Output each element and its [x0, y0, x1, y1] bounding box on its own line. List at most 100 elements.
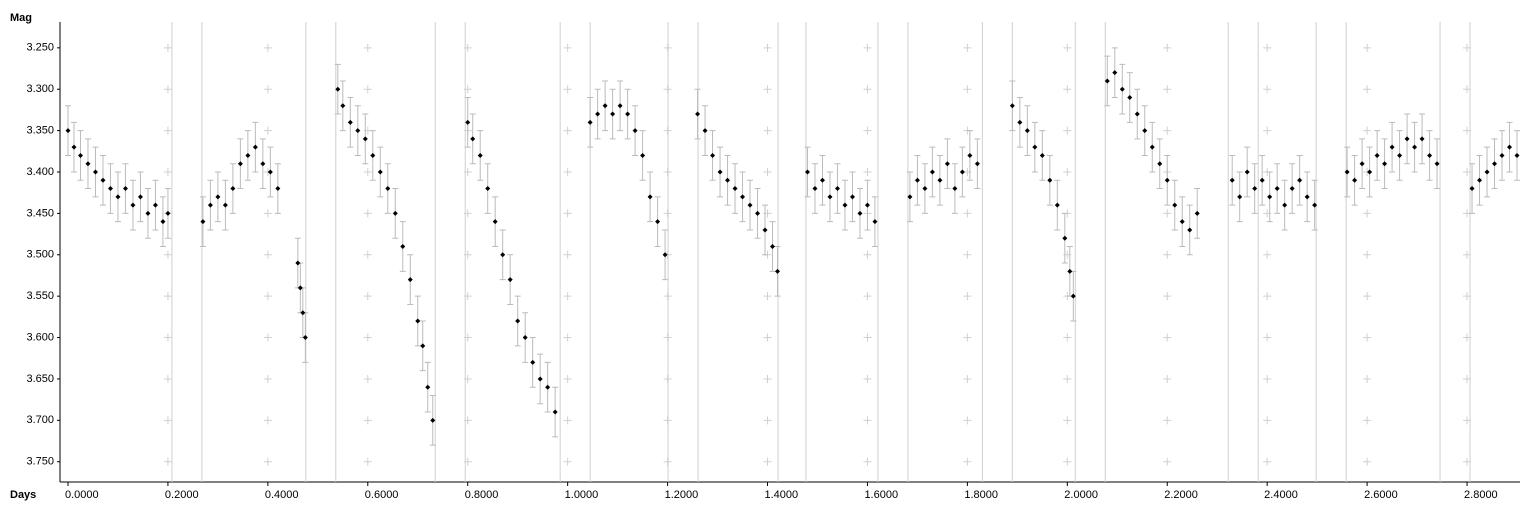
grid-cross — [863, 457, 872, 466]
data-point — [300, 310, 306, 316]
grid-cross — [1163, 250, 1172, 259]
grid-cross — [963, 250, 972, 259]
grid-cross — [663, 126, 672, 135]
data-point — [430, 417, 436, 423]
data-point — [662, 252, 668, 258]
data-point — [1274, 186, 1280, 192]
grid-cross — [863, 126, 872, 135]
data-point — [717, 169, 723, 175]
grid-cross — [263, 292, 272, 301]
data-point — [1039, 152, 1045, 158]
data-point — [1297, 177, 1303, 183]
grid-cross — [1363, 85, 1372, 94]
data-point — [755, 210, 761, 216]
data-point — [710, 152, 716, 158]
data-point — [1477, 177, 1483, 183]
data-point — [1404, 136, 1410, 142]
grid-cross — [463, 209, 472, 218]
data-point — [152, 202, 158, 208]
x-tick-label: 0.8000 — [465, 489, 499, 501]
grid-cross — [1263, 85, 1272, 94]
data-point — [1359, 161, 1365, 167]
grid-cross — [163, 43, 172, 52]
data-point — [335, 86, 341, 92]
data-point — [640, 152, 646, 158]
data-point — [1229, 177, 1235, 183]
grid-cross — [563, 333, 572, 342]
data-point — [415, 318, 421, 324]
y-axis-title: Mag — [10, 12, 32, 24]
grid-cross — [563, 416, 572, 425]
grid-cross — [463, 333, 472, 342]
grid-cross — [763, 126, 772, 135]
x-tick-label: 0.4000 — [265, 489, 299, 501]
data-point — [647, 194, 653, 200]
data-point — [407, 277, 413, 283]
data-point — [65, 128, 71, 134]
y-tick-label: 3.650 — [26, 373, 54, 385]
data-point — [230, 186, 236, 192]
grid-cross — [263, 209, 272, 218]
x-tick-label: 2.8000 — [1464, 489, 1498, 501]
data-point — [819, 177, 825, 183]
data-point — [1507, 144, 1513, 150]
data-point — [827, 194, 833, 200]
grid-cross — [963, 333, 972, 342]
data-point — [215, 194, 221, 200]
grid-cross — [863, 250, 872, 259]
grid-cross — [263, 333, 272, 342]
data-point — [302, 335, 308, 341]
data-point — [465, 119, 471, 125]
data-point — [1149, 144, 1155, 150]
grid-cross — [763, 292, 772, 301]
grid-cross — [1363, 209, 1372, 218]
grid-cross — [1363, 250, 1372, 259]
grid-cross — [1463, 457, 1472, 466]
data-point — [1024, 128, 1030, 134]
y-tick-label: 3.550 — [26, 290, 54, 302]
data-point — [515, 318, 521, 324]
grid-cross — [363, 250, 372, 259]
grid-cross — [163, 416, 172, 425]
grid-cross — [1063, 374, 1072, 383]
y-tick-label: 3.500 — [26, 249, 54, 261]
grid-cross — [463, 168, 472, 176]
data-point — [812, 186, 818, 192]
grid-cross — [1263, 43, 1272, 52]
data-point — [1047, 177, 1053, 183]
grid-cross — [563, 43, 572, 52]
data-point — [587, 119, 593, 125]
grid-cross — [863, 416, 872, 425]
data-point — [1017, 119, 1023, 125]
grid-cross — [763, 416, 772, 425]
data-point — [842, 202, 848, 208]
grid-cross — [1063, 126, 1072, 135]
data-point — [937, 177, 943, 183]
data-point — [470, 136, 476, 142]
data-point — [834, 186, 840, 192]
x-tick-label: 1.8000 — [964, 489, 998, 501]
data-point — [537, 376, 543, 382]
grid-cross — [1163, 416, 1172, 425]
data-point — [1252, 186, 1258, 192]
grid-cross — [663, 374, 672, 383]
data-point — [297, 285, 303, 291]
grid-cross — [1063, 43, 1072, 52]
grid-cross — [1063, 416, 1072, 425]
grid-cross — [663, 333, 672, 342]
data-point — [100, 177, 106, 183]
grid-cross — [1263, 292, 1272, 301]
grid-cross — [563, 85, 572, 94]
data-point — [207, 202, 213, 208]
grid-cross — [1163, 209, 1172, 218]
data-point — [1382, 161, 1388, 167]
data-point — [200, 219, 206, 225]
grid-cross — [463, 292, 472, 301]
grid-cross — [163, 85, 172, 94]
data-point — [1237, 194, 1243, 200]
grid-cross — [563, 374, 572, 383]
grid-cross — [363, 457, 372, 466]
data-point — [959, 169, 965, 175]
y-tick-label: 3.700 — [26, 414, 54, 426]
